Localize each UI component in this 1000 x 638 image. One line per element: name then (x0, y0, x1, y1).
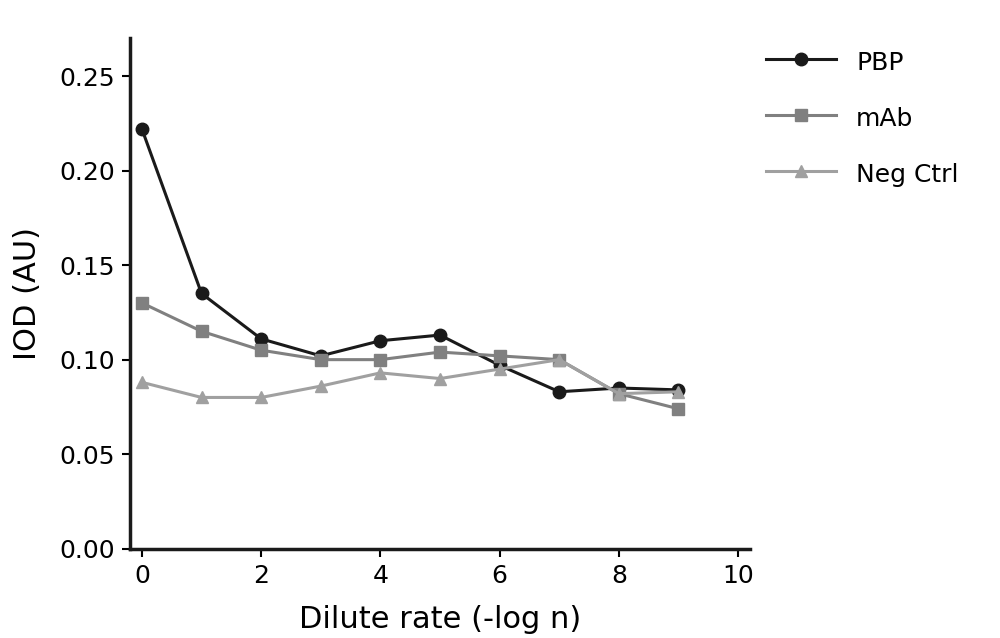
mAb (374, 356, 386, 364)
mAb (196, 327, 208, 335)
Neg Ctrl (553, 356, 565, 364)
Legend: PBP, mAb, Neg Ctrl: PBP, mAb, Neg Ctrl (756, 38, 969, 197)
Neg Ctrl (434, 375, 446, 382)
Neg Ctrl (136, 378, 148, 386)
PBP (315, 352, 327, 360)
Neg Ctrl (374, 369, 386, 376)
mAb (494, 352, 506, 360)
PBP (494, 362, 506, 369)
Line: PBP: PBP (136, 122, 685, 398)
Neg Ctrl (255, 394, 267, 401)
PBP (196, 290, 208, 297)
Neg Ctrl (672, 388, 684, 396)
mAb (136, 299, 148, 307)
Neg Ctrl (315, 382, 327, 390)
mAb (553, 356, 565, 364)
Neg Ctrl (613, 390, 625, 397)
PBP (613, 384, 625, 392)
PBP (136, 125, 148, 133)
Neg Ctrl (494, 366, 506, 373)
Neg Ctrl (196, 394, 208, 401)
X-axis label: Dilute rate (-log n): Dilute rate (-log n) (299, 605, 581, 634)
PBP (553, 388, 565, 396)
mAb (672, 405, 684, 413)
Line: Neg Ctrl: Neg Ctrl (136, 353, 685, 404)
Y-axis label: IOD (AU): IOD (AU) (13, 227, 42, 360)
PBP (672, 386, 684, 394)
mAb (613, 390, 625, 397)
PBP (374, 337, 386, 345)
PBP (255, 335, 267, 343)
PBP (434, 331, 446, 339)
mAb (434, 348, 446, 356)
mAb (255, 346, 267, 354)
Line: mAb: mAb (136, 297, 685, 415)
mAb (315, 356, 327, 364)
